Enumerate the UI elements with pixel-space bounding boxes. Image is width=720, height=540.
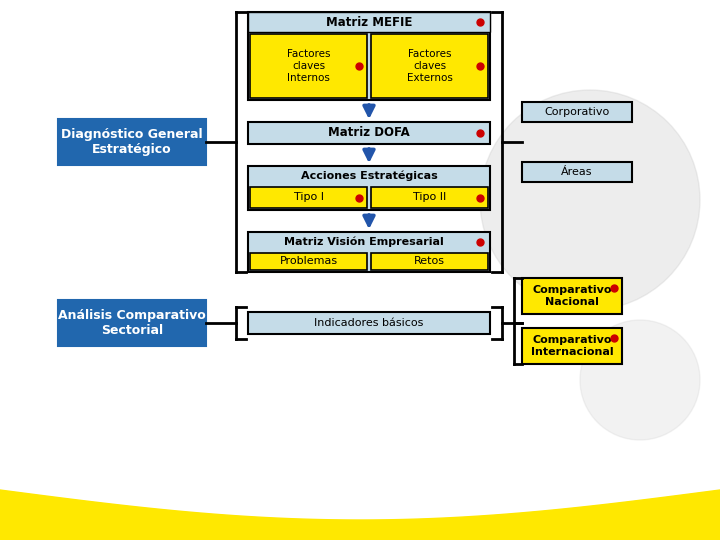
Text: Matriz MEFIE: Matriz MEFIE [326, 16, 412, 29]
Bar [58, 300, 206, 346]
Text: Áreas: Áreas [562, 167, 593, 177]
Circle shape [580, 320, 700, 440]
Bar [250, 253, 367, 270]
Text: Factores
claves
Externos: Factores claves Externos [407, 49, 452, 83]
Bar [248, 122, 490, 144]
Bar [248, 166, 490, 210]
Bar [522, 328, 622, 364]
Bar [522, 162, 632, 182]
Text: Acciones Estratégicas: Acciones Estratégicas [301, 171, 437, 181]
Text: Tipo II: Tipo II [413, 192, 446, 202]
Text: Matriz DOFA: Matriz DOFA [328, 126, 410, 139]
Bar [248, 232, 490, 272]
Bar [371, 187, 488, 208]
Text: Factores
claves
Internos: Factores claves Internos [287, 49, 330, 83]
Bar [248, 12, 490, 100]
Bar [250, 34, 367, 98]
Bar [248, 312, 490, 334]
Text: Retos: Retos [414, 256, 445, 267]
Circle shape [480, 90, 700, 310]
Bar [371, 34, 488, 98]
Bar [250, 187, 367, 208]
Bar [522, 102, 632, 122]
Text: Comparativo
Internacional: Comparativo Internacional [531, 335, 613, 357]
Text: Problemas: Problemas [279, 256, 338, 267]
Text: Indicadores básicos: Indicadores básicos [315, 318, 423, 328]
Bar [522, 278, 622, 314]
Text: Diagnóstico General
Estratégico: Diagnóstico General Estratégico [61, 128, 203, 156]
Bar [371, 253, 488, 270]
Bar [248, 12, 490, 32]
Text: Matriz Visión Empresarial: Matriz Visión Empresarial [284, 237, 444, 247]
Text: Tipo I: Tipo I [294, 192, 323, 202]
Text: Análisis Comparativo
Sectorial: Análisis Comparativo Sectorial [58, 309, 206, 337]
Text: Corporativo: Corporativo [544, 107, 610, 117]
Text: Comparativo
Nacional: Comparativo Nacional [532, 285, 612, 307]
Bar [58, 119, 206, 165]
